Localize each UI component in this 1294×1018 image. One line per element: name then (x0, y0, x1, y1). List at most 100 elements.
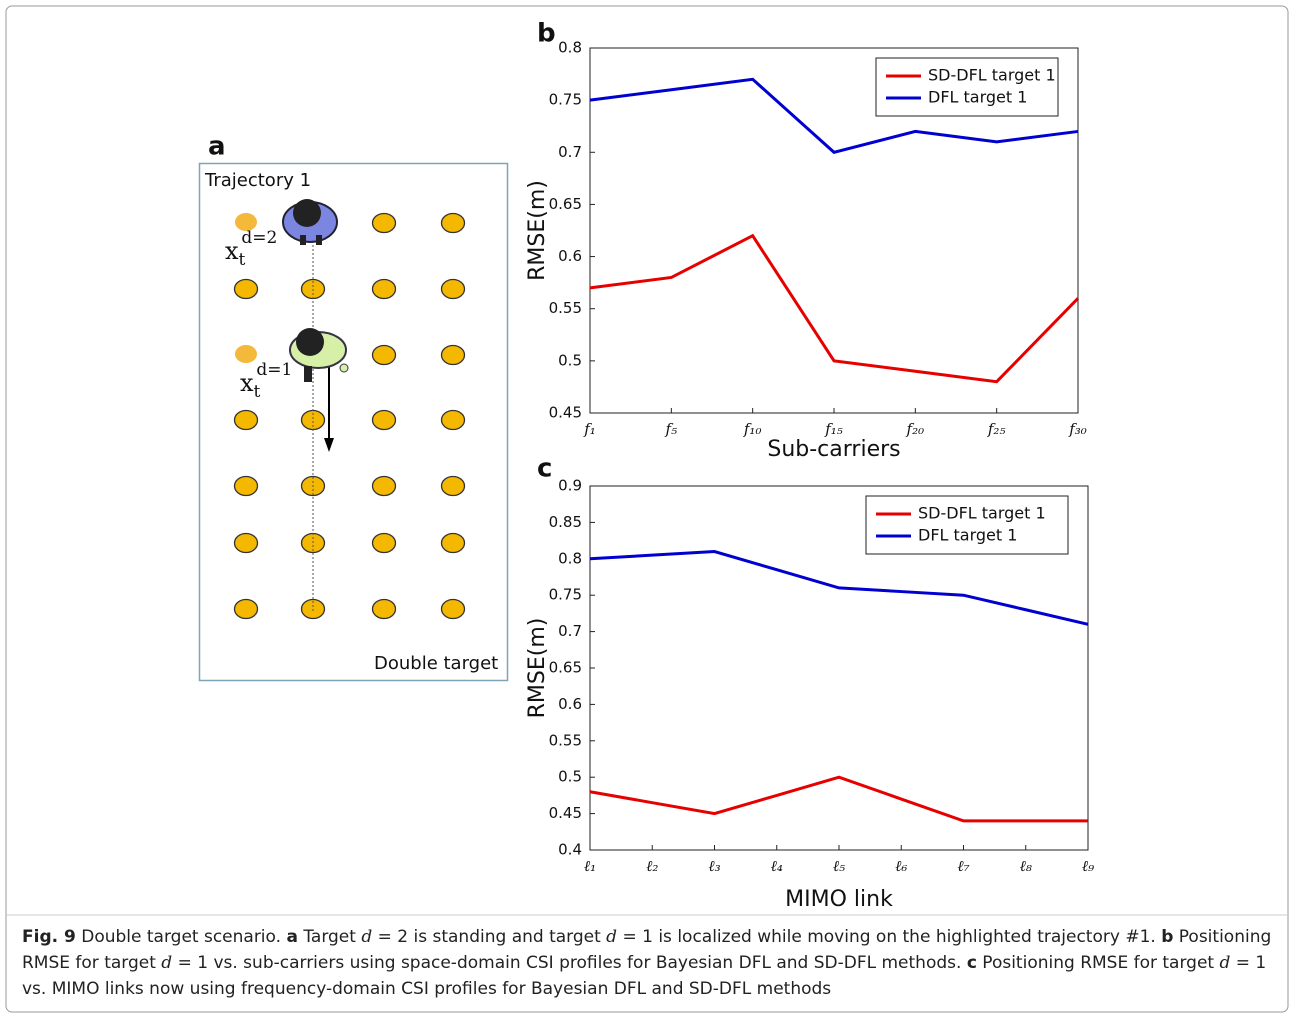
y-tick-label: 0.75 (549, 586, 582, 604)
x-tick-label: ℓ₅ (833, 857, 845, 875)
node (235, 213, 257, 231)
y-tick-label: 0.45 (549, 804, 582, 822)
person-standing (282, 199, 338, 245)
person-moving (289, 328, 349, 382)
node (233, 278, 259, 300)
series-line (589, 77, 1079, 154)
node (371, 278, 397, 300)
y-tick-label: 0.45 (549, 404, 582, 422)
y-axis-label: RMSE(m) (525, 180, 550, 281)
series-line (589, 550, 1089, 626)
x-tick-label: ℓ₂ (646, 857, 658, 875)
x-axis-label: Sub-carriers (767, 437, 900, 462)
y-tick-label: 0.75 (549, 91, 582, 109)
y-tick-label: 0.55 (549, 731, 582, 749)
legend-box (865, 495, 1069, 555)
caption-text: c (966, 953, 977, 973)
node (371, 344, 397, 366)
node (233, 475, 259, 497)
x-tick-label: ℓ₇ (957, 857, 969, 875)
y-axis-label: RMSE(m) (525, 618, 550, 719)
target-sub: t (239, 250, 246, 270)
node (233, 532, 259, 554)
y-tick-label: 0.85 (549, 513, 582, 531)
node (371, 475, 397, 497)
caption-text: = 1 vs. sub-carriers using space-domain … (172, 953, 967, 973)
y-tick-label: 0.65 (549, 659, 582, 677)
target-sub: t (254, 382, 261, 402)
nodes (233, 212, 466, 620)
x-tick-label: f₅ (665, 420, 678, 438)
node (440, 212, 466, 234)
node (440, 532, 466, 554)
caption-text: Double target scenario. (75, 927, 287, 947)
x-tick-label: ℓ₁ (584, 857, 596, 875)
x-tick-label: f₂₀ (906, 420, 925, 438)
caption: Fig. 9 Double target scenario. a Target … (22, 924, 1276, 1002)
y-tick-label: 0.5 (558, 768, 582, 786)
node (440, 598, 466, 620)
node (371, 212, 397, 234)
target-base: x (240, 369, 254, 397)
x-tick-label: ℓ₄ (771, 857, 783, 875)
y-tick-label: 0.4 (558, 841, 582, 859)
node (440, 475, 466, 497)
panel-label: a (208, 132, 226, 162)
caption-text: d (161, 953, 173, 973)
caption-text: Fig. 9 (22, 927, 76, 947)
node (440, 278, 466, 300)
target-sup: d=2 (241, 228, 277, 248)
caption-text: d (361, 927, 373, 947)
node (233, 598, 259, 620)
legend-label: SD-DFL target 1 (918, 504, 1046, 523)
x-tick-label: f₁ (583, 420, 596, 438)
series-line (589, 775, 1088, 823)
node (440, 344, 466, 366)
x-tick-label: f₃₀ (1068, 420, 1087, 438)
node (371, 532, 397, 554)
arrow-head (324, 438, 334, 452)
panel-a: a Trajectory 1 Double target xtd=2 xtd=1 (198, 132, 509, 682)
target-label: xtd=1 (240, 360, 292, 402)
legend-label: DFL target 1 (928, 88, 1027, 107)
y-tick-label: 0.6 (558, 247, 582, 265)
x-axis-label: MIMO link (785, 887, 893, 912)
y-tick-label: 0.7 (558, 143, 582, 161)
caption-text: = 2 is standing and target (372, 927, 607, 947)
charts: b 0.45 0.5 0.55 0.6 0.65 0.7 0.75 0.8 f₁ f₅ f₁₀ f₁₅ f… (525, 19, 1094, 913)
node (371, 598, 397, 620)
node (233, 409, 259, 431)
node (371, 409, 397, 431)
note: Double target (374, 653, 498, 674)
x-tick-label: f₂₅ (987, 420, 1006, 438)
target-base: x (225, 237, 239, 265)
series-line (589, 233, 1080, 384)
y-tick-label: 0.9 (558, 477, 582, 495)
room (198, 162, 509, 682)
caption-text: Target (297, 927, 362, 947)
y-tick-label: 0.65 (549, 195, 582, 213)
caption-text: = 1 is localized while moving on the hig… (617, 927, 1162, 947)
y-tick-label: 0.8 (558, 39, 582, 57)
legend-label: SD-DFL target 1 (928, 66, 1056, 85)
caption-text: d (1219, 953, 1231, 973)
legend-box (875, 57, 1059, 117)
caption-text: a (286, 927, 298, 947)
caption-text: Positioning RMSE for target (976, 953, 1220, 973)
y-tick-label: 0.7 (558, 622, 582, 640)
caption-text: = 1 vs. MIMO links now using frequency-d… (22, 953, 1267, 999)
node (440, 409, 466, 431)
y-tick-label: 0.55 (549, 299, 582, 317)
x-tick-label: ℓ₃ (708, 857, 720, 875)
x-tick-label: f₁₅ (824, 420, 843, 438)
x-tick-label: ℓ₉ (1082, 857, 1094, 875)
node (235, 345, 257, 363)
caption-text: Positioning RMSE for target (22, 927, 1272, 973)
caption-text: d (606, 927, 618, 947)
trajectory-label: Trajectory 1 (204, 170, 311, 191)
x-tick-label: ℓ₆ (895, 857, 907, 875)
target-sup: d=1 (256, 360, 292, 380)
y-tick-label: 0.8 (558, 549, 582, 567)
